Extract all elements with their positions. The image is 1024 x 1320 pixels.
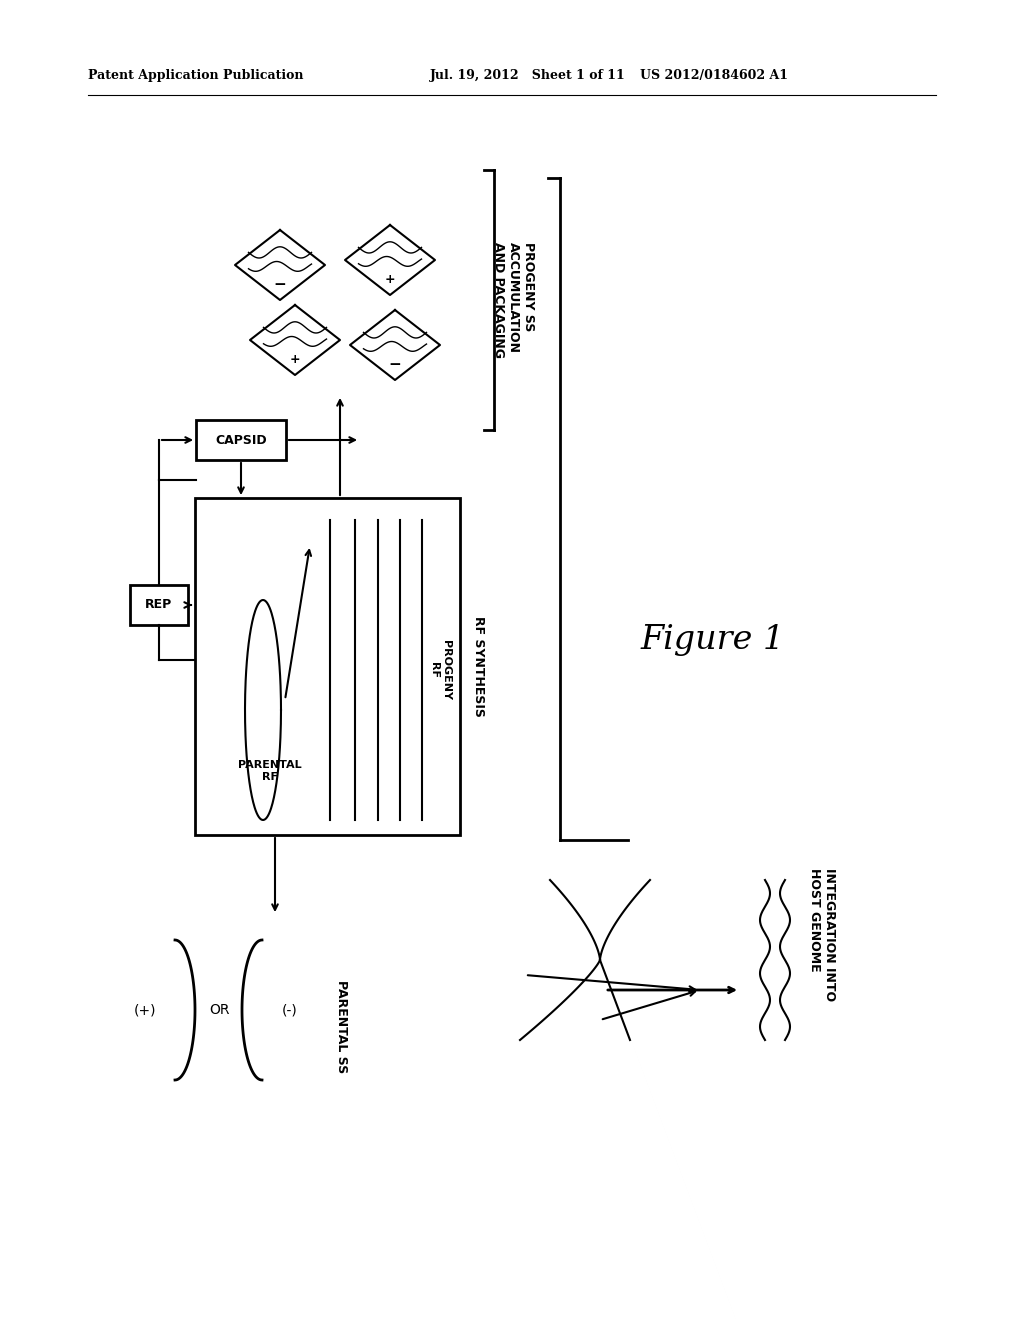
Text: PROGENY SS
ACCUMULATION
AND PACKAGING: PROGENY SS ACCUMULATION AND PACKAGING [492,242,535,358]
Bar [130,585,188,624]
Text: −: − [389,358,401,372]
Text: −: − [273,277,287,292]
Text: PARENTAL SS: PARENTAL SS [335,979,348,1073]
Text: RF SYNTHESIS: RF SYNTHESIS [472,616,485,717]
Text: PARENTAL
RF: PARENTAL RF [239,760,302,781]
Bar [196,420,286,459]
Text: INTEGRATION INTO
HOST GENOME: INTEGRATION INTO HOST GENOME [808,869,836,1002]
Text: PROGENY
RF: PROGENY RF [429,640,451,700]
Text: Figure 1: Figure 1 [640,624,784,656]
Text: OR: OR [210,1003,230,1016]
Bar [195,498,460,836]
Text: Patent Application Publication: Patent Application Publication [88,69,303,82]
Text: +: + [290,354,300,366]
Text: US 2012/0184602 A1: US 2012/0184602 A1 [640,69,788,82]
Text: REP: REP [145,598,173,611]
Text: Jul. 19, 2012   Sheet 1 of 11: Jul. 19, 2012 Sheet 1 of 11 [430,69,626,82]
Text: (-): (-) [283,1003,298,1016]
Text: +: + [385,273,395,286]
Text: (+): (+) [134,1003,157,1016]
Text: CAPSID: CAPSID [215,433,267,446]
